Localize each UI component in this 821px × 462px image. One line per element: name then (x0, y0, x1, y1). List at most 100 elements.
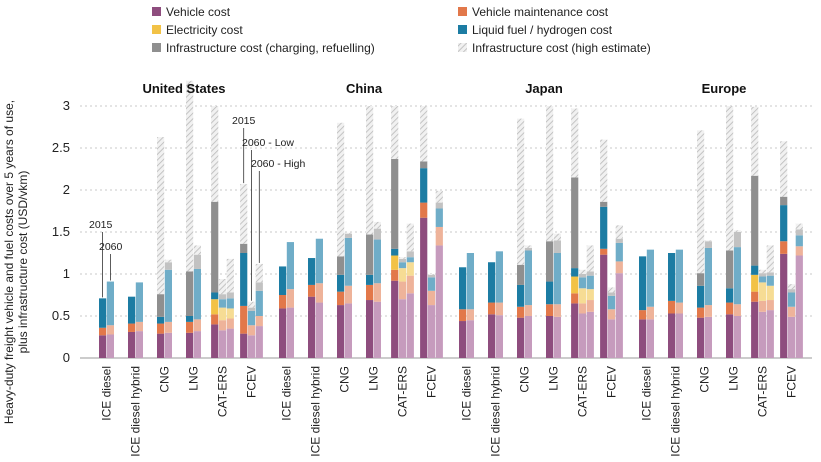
bar-segment-infra_high (524, 245, 532, 248)
bar-segment-vehicle (751, 301, 759, 358)
bar-segment-infra (795, 229, 803, 236)
bar-segment-fuel (308, 258, 316, 285)
bar-segment-fuel (639, 256, 647, 311)
bar-segment-vehicle (286, 307, 294, 358)
bar-segment-infra (733, 232, 741, 248)
bar-segment-vehicle (391, 280, 399, 358)
bar-segment-vehicle (459, 321, 467, 358)
bar-segment-maintenance (607, 309, 616, 320)
bar-segment-infra (697, 273, 705, 286)
bar-segment-vehicle (795, 255, 803, 358)
bar-segment-maintenance (751, 291, 759, 302)
bar-segment-vehicle (427, 305, 436, 358)
bar-segment-maintenance (240, 305, 248, 334)
bar-segment-infra (240, 243, 248, 253)
bar-segment-fuel (344, 237, 352, 286)
bars (99, 80, 803, 358)
bar-segment-infra_high (157, 137, 165, 295)
category-label: CAT-ERS (396, 366, 410, 417)
bar-segment-infra_high (795, 223, 803, 230)
bar-segment-infra (226, 292, 234, 299)
bar-segment-maintenance (524, 305, 532, 316)
bar-segment-infra_high (226, 258, 234, 293)
bar-segment-fuel (668, 253, 676, 301)
bar-segment-vehicle (524, 316, 532, 358)
bar-segment-fuel (420, 168, 428, 203)
bar-segment-fuel (128, 296, 136, 324)
bar-segment-fuel (646, 249, 654, 307)
bar-segment-infra (600, 201, 608, 207)
bar-segment-electricity (391, 255, 399, 270)
bar-segment-maintenance (255, 316, 263, 327)
bar-segment-infra (586, 271, 594, 276)
bar-segment-electricity (226, 308, 234, 319)
region-label: United States (142, 81, 225, 96)
category-label: ICE diesel hybrid (309, 366, 323, 457)
category-label: LNG (547, 366, 561, 391)
bar-segment-maintenance (726, 302, 734, 315)
bar-segment-infra (157, 294, 165, 317)
bar-segment-vehicle (733, 316, 741, 358)
bar-segment-infra (553, 240, 561, 253)
y-tick-label: 0 (63, 350, 70, 365)
bar-segment-fuel (517, 284, 525, 307)
bar-segment-maintenance (495, 302, 503, 316)
category-label: ICE diesel hybrid (129, 366, 143, 457)
category-label: FCEV (425, 366, 439, 398)
region-label: Japan (525, 81, 563, 96)
bar-segment-vehicle (373, 301, 381, 358)
bar-segment-maintenance (315, 283, 323, 303)
y-tick-label: 2.5 (52, 140, 70, 155)
bar-segment-maintenance (766, 300, 774, 311)
bar-segment-vehicle (704, 316, 712, 358)
bar-segment-vehicle (435, 245, 443, 358)
bar-segment-infra_high (726, 106, 734, 251)
bar-segment-maintenance (366, 284, 374, 301)
bar-segment-fuel (157, 316, 165, 324)
bar-segment-infra (373, 228, 381, 240)
bar-segment-infra (780, 196, 788, 206)
category-label: ICE diesel (280, 366, 294, 421)
bar-segment-fuel (366, 274, 374, 285)
bar-segment-fuel (373, 239, 381, 284)
bar-segment-maintenance (128, 323, 136, 332)
bar-segment-infra_high (337, 122, 345, 257)
bar-segment-fuel (279, 266, 287, 295)
bar-segment-infra (435, 202, 443, 209)
bar-segment-maintenance (226, 318, 234, 329)
bar-segment-maintenance (466, 309, 474, 321)
bar-segment-maintenance (646, 306, 654, 320)
legend-swatch-infra (152, 43, 161, 52)
bar-segment-infra (186, 271, 194, 316)
bar-segment-vehicle (218, 330, 227, 358)
bar-segment-vehicle (247, 335, 256, 358)
bar-segment-maintenance (571, 293, 579, 304)
bar-segment-vehicle (344, 303, 352, 358)
bar-segment-fuel (704, 247, 712, 306)
bar-segment-vehicle (398, 299, 407, 358)
bar-segment-maintenance (420, 202, 428, 218)
bar-segment-fuel (247, 310, 256, 326)
bar-segment-fuel (553, 253, 561, 305)
annotation-label: 2060 - High (251, 158, 305, 170)
bar-segment-vehicle (255, 326, 263, 358)
bar-segment-infra_high (517, 118, 525, 265)
bar-segment-infra_high (193, 245, 201, 255)
bar-segment-maintenance (99, 327, 107, 336)
bar-segment-fuel (286, 242, 294, 290)
bar-segment-maintenance (186, 321, 194, 333)
bar-segment-maintenance (517, 306, 525, 318)
bar-segment-fuel (186, 316, 194, 322)
bar-segment-fuel (766, 275, 774, 286)
bar-segment-infra_high (607, 287, 616, 293)
bar-segment-fuel (787, 292, 796, 307)
bar-segment-infra_high (247, 301, 256, 308)
bar-segment-maintenance (279, 295, 287, 309)
bar-segment-vehicle (546, 316, 554, 358)
region-label: Europe (702, 81, 747, 96)
legend-entry: Vehicle cost (166, 5, 231, 19)
bar-segment-maintenance (373, 283, 381, 302)
legend-swatch-vehicle (152, 7, 161, 16)
bar-segment-infra_high (211, 106, 219, 202)
